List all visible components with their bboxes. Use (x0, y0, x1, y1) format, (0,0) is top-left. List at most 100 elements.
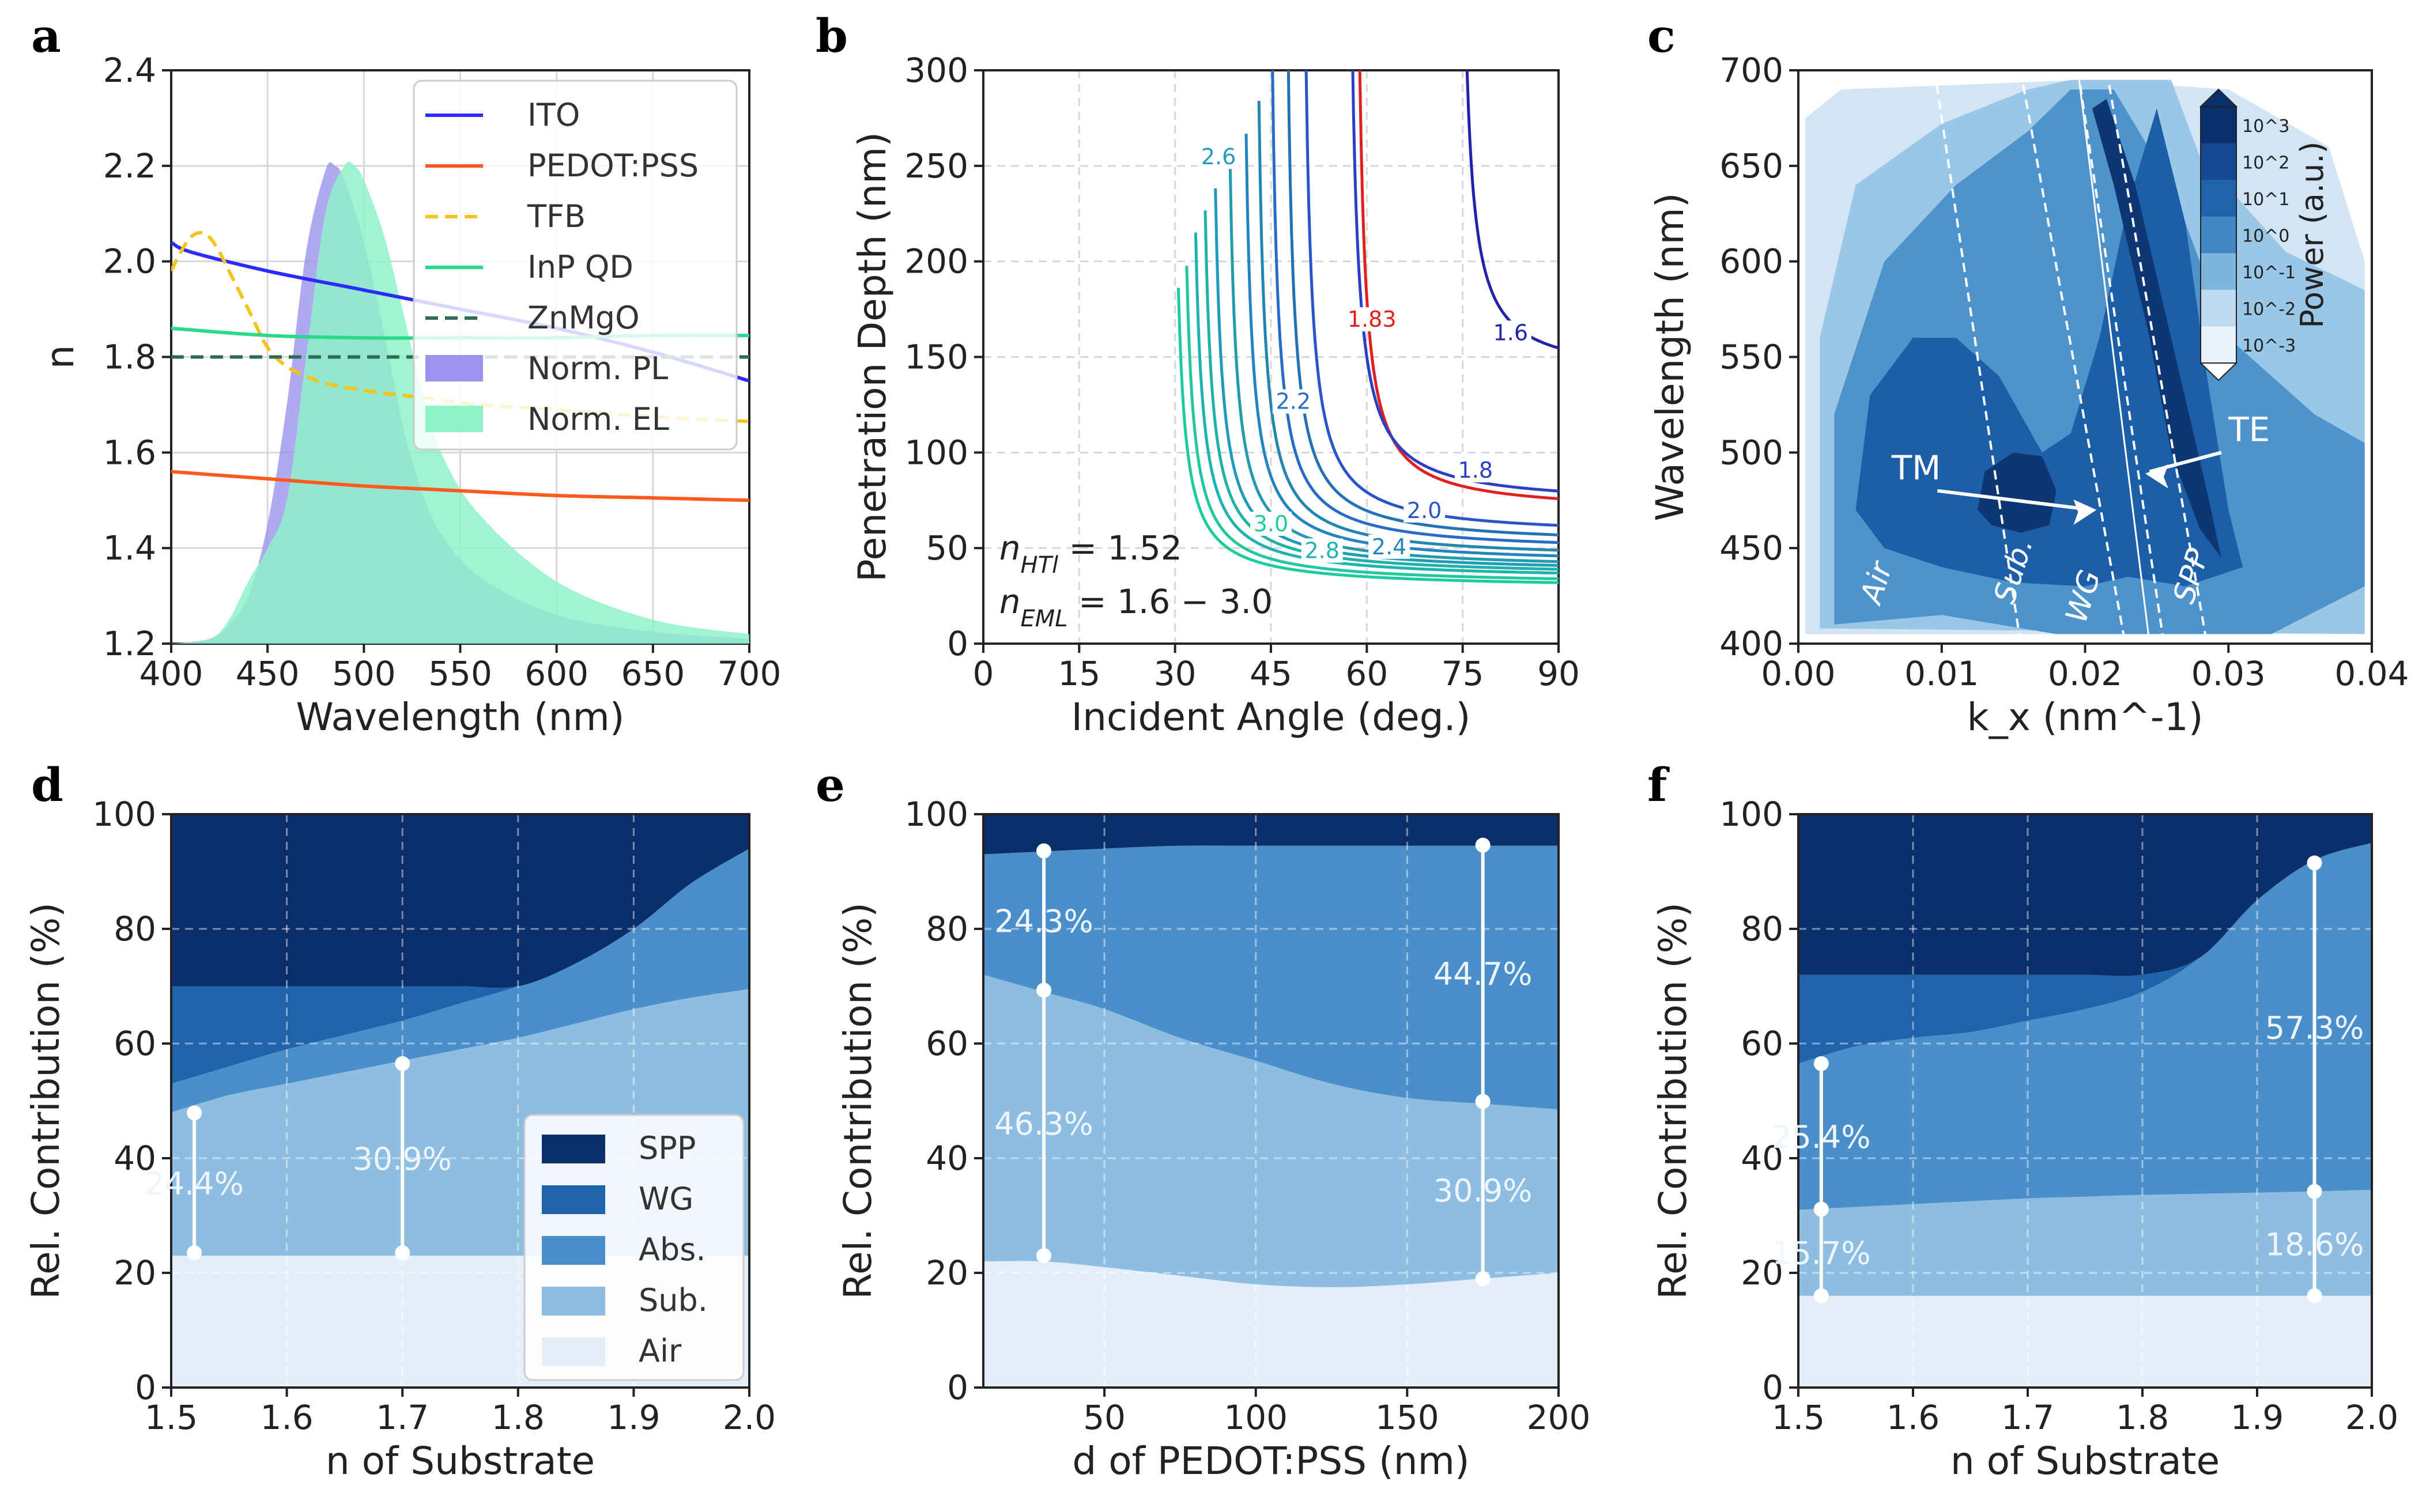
panel-a: 400 450 500 550 600 650 700 1.2 1.4 1.6 1.8 2.0 2.2 2… (31, 9, 781, 739)
x-tick-label: 0.01 (1904, 654, 1979, 693)
contour-line (1257, 101, 1559, 552)
y-axis-label: Penetration Depth (nm) (850, 132, 895, 582)
y-tick-label: 40 (926, 1139, 968, 1178)
y-tick-label: 60 (1741, 1024, 1783, 1063)
x-tick-label: 450 (236, 654, 300, 693)
x-tick-label: 1.7 (2001, 1398, 2054, 1437)
legend-swatch (425, 355, 483, 381)
x-tick-label: 600 (525, 654, 588, 693)
y-axis-label: Rel. Contribution (%) (24, 902, 68, 1299)
x-tick-label: 15 (1058, 654, 1100, 693)
legend-label: ITO (527, 97, 580, 133)
legend-swatch (425, 406, 483, 432)
x-tick-label: 0.03 (2191, 654, 2266, 693)
area-air (983, 1261, 1559, 1388)
panel-letter: f (1647, 758, 1670, 812)
panel-letter: d (31, 758, 63, 812)
n-eml-value: = 1.6 − 3.0 (1068, 582, 1273, 621)
y-tick-label: 1.2 (103, 624, 156, 663)
y-axis-label: n (38, 345, 82, 369)
x-tick-label: 60 (1345, 654, 1388, 693)
legend-a: ITO PEDOT:PSS TFB InP QD ZnMgO Norm. PL Norm. … (413, 80, 738, 451)
n-eml-sub: EML (1020, 606, 1067, 632)
colorbar-segment (2201, 253, 2236, 290)
legend-label: PEDOT:PSS (527, 148, 699, 184)
marker-label: 30.9% (1433, 1173, 1533, 1209)
y-tick-label: 0 (1762, 1368, 1783, 1407)
legend-label: Air (639, 1333, 682, 1369)
marker-dot (2307, 1184, 2322, 1199)
plot-area-c (1798, 70, 2372, 644)
legend-label: Sub. (639, 1282, 708, 1318)
colorbar-frame (2200, 106, 2237, 364)
annotation-tm: TM (1891, 448, 1941, 487)
area-abs (983, 845, 1559, 1110)
y-tick-label: 500 (1719, 433, 1783, 472)
y-tick-label: 250 (904, 146, 968, 186)
contour-label-bg (1454, 458, 1496, 483)
area-wg (1798, 842, 2372, 1064)
plot-frame (982, 813, 1560, 1389)
legend-label: Norm. EL (527, 401, 669, 437)
marker-dot (1813, 1056, 1829, 1071)
marker-label: 30.9% (353, 1141, 452, 1177)
marker-dot (1036, 1248, 1052, 1264)
contour-label: 1.6 (1493, 320, 1528, 345)
contour-label-bg (1301, 538, 1343, 563)
area-spp (1798, 814, 2372, 976)
contour-label: 3.0 (1254, 511, 1288, 536)
colorbar-tick-label: 10^0 (2242, 226, 2289, 247)
marker-dot (1475, 1094, 1491, 1109)
colorbar-label: Power (a.u.) (2294, 141, 2330, 328)
y-tick-label: 40 (1741, 1139, 1783, 1178)
marker-label: 24.4% (145, 1166, 244, 1202)
panel-letter: e (816, 758, 845, 812)
panel-letter: b (816, 9, 848, 63)
marker-dot (2307, 1288, 2322, 1303)
x-tick-label: 1.6 (1887, 1398, 1940, 1437)
contour-label-bg (1351, 307, 1393, 332)
y-tick-label: 40 (114, 1139, 156, 1178)
arrow-tm (1937, 489, 2093, 512)
legend-label: ZnMgO (527, 300, 640, 336)
marker-dot (187, 1105, 202, 1121)
contour-label-bg (1368, 534, 1410, 559)
y-tick-label: 600 (1719, 242, 1783, 281)
contour-line (1185, 266, 1559, 580)
marker-dot (395, 1245, 410, 1261)
legend-label: WG (639, 1181, 693, 1217)
x-tick-label: 500 (332, 654, 396, 693)
annotation-te: TE (2228, 410, 2270, 449)
y-tick-label: 50 (926, 528, 968, 568)
marker-label: 57.3% (2265, 1010, 2364, 1046)
area-sub (1798, 1189, 2372, 1296)
y-tick-label: 400 (1719, 624, 1783, 663)
arrow-tm-head (2073, 499, 2097, 525)
y-tick-label: 100 (1719, 795, 1783, 834)
n-htl-sub: HTl (1020, 552, 1058, 579)
y-tick-label: 2.4 (103, 51, 156, 90)
contour-label-bg (1198, 145, 1240, 169)
contour-line-3-0 (1176, 288, 1559, 584)
contour-label-bg (1250, 512, 1292, 536)
contour-label: 2.2 (1276, 389, 1311, 414)
x-tick-label: 1.6 (260, 1398, 313, 1437)
x-tick-label: 150 (1375, 1398, 1439, 1437)
x-axis-label: d of PEDOT:PSS (nm) (1072, 1439, 1469, 1483)
y-tick-label: 20 (114, 1253, 156, 1292)
marker-label: 46.3% (994, 1106, 1093, 1142)
panel-c: 0.00 0.01 0.02 0.03 0.04 400 450 500 550 600 650 70… (1647, 9, 2409, 739)
x-tick-label: 2.0 (2345, 1398, 2398, 1437)
x-tick-label: 0.00 (1761, 654, 1835, 693)
light-line (2019, 70, 2127, 644)
mode-line (2077, 70, 2150, 644)
y-tick-label: 150 (904, 338, 968, 377)
legend-label: SPP (639, 1130, 696, 1166)
x-tick-label: 0 (973, 654, 994, 693)
marker-label: 15.7% (1772, 1235, 1871, 1272)
colorbar: 10^3 10^2 10^1 10^0 10^-1 10^-2 10^-3 Power (a.… (2199, 88, 2330, 381)
y-tick-label: 0 (947, 1368, 968, 1407)
area-spp (171, 814, 749, 988)
series-line-pedot-pss (171, 470, 749, 502)
